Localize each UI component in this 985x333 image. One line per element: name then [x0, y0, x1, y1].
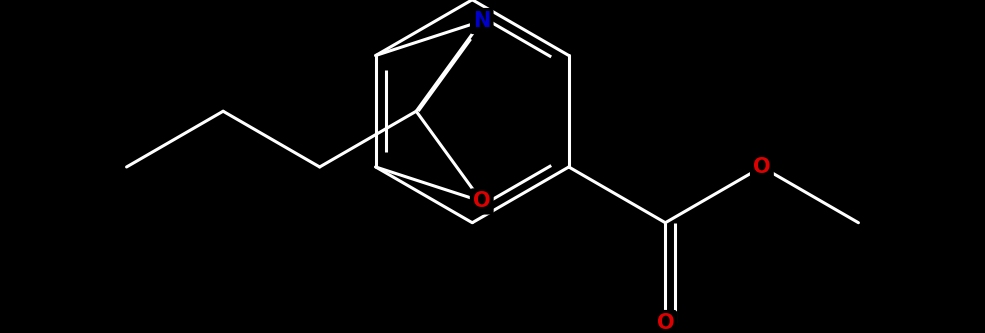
Text: O: O: [657, 313, 674, 333]
Text: O: O: [473, 191, 491, 211]
Text: N: N: [473, 11, 491, 31]
Text: O: O: [754, 157, 770, 177]
